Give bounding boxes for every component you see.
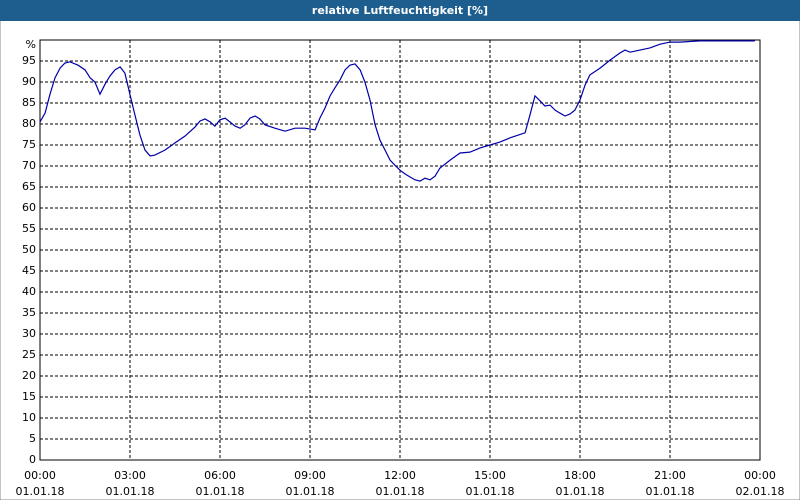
y-tick-label: 70 bbox=[22, 159, 36, 172]
x-tick-label: 00:00 bbox=[744, 469, 776, 482]
x-tick-label: 06:00 bbox=[204, 469, 236, 482]
x-tick-date: 01.01.18 bbox=[466, 485, 515, 498]
x-tick-label: 09:00 bbox=[294, 469, 326, 482]
y-tick-label: 20 bbox=[22, 369, 36, 382]
x-tick-label: 15:00 bbox=[474, 469, 506, 482]
y-tick-label: 65 bbox=[22, 180, 36, 193]
y-tick-label: 95 bbox=[22, 54, 36, 67]
x-tick-date: 01.01.18 bbox=[556, 485, 605, 498]
x-tick-label: 18:00 bbox=[564, 469, 596, 482]
data-line bbox=[39, 40, 755, 182]
x-tick-label: 00:00 bbox=[24, 469, 56, 482]
x-tick-date: 01.01.18 bbox=[106, 485, 155, 498]
y-tick-label: 40 bbox=[22, 285, 36, 298]
x-tick-date: 01.01.18 bbox=[16, 485, 65, 498]
y-tick-label: 55 bbox=[22, 222, 36, 235]
y-tick-label: 15 bbox=[22, 390, 36, 403]
chart-title: relative Luftfeuchtigkeit [%] bbox=[312, 4, 488, 17]
x-tick-date: 01.01.18 bbox=[286, 485, 335, 498]
y-tick-label: 10 bbox=[22, 411, 36, 424]
x-tick-date: 01.01.18 bbox=[646, 485, 695, 498]
x-tick-date: 02.01.18 bbox=[736, 485, 785, 498]
x-tick-date: 01.01.18 bbox=[376, 485, 425, 498]
y-tick-label: % bbox=[26, 38, 36, 51]
y-tick-label: 25 bbox=[22, 348, 36, 361]
y-tick-label: 60 bbox=[22, 201, 36, 214]
y-tick-label: 35 bbox=[22, 306, 36, 319]
y-tick-label: 50 bbox=[22, 243, 36, 256]
y-tick-label: 90 bbox=[22, 75, 36, 88]
y-tick-label: 85 bbox=[22, 96, 36, 109]
plot-border bbox=[39, 39, 761, 461]
y-tick-label: 80 bbox=[22, 117, 36, 130]
x-tick-label: 12:00 bbox=[384, 469, 416, 482]
x-tick-date: 01.01.18 bbox=[196, 485, 245, 498]
y-tick-label: 5 bbox=[29, 432, 36, 445]
grid bbox=[39, 39, 761, 461]
x-tick-label: 21:00 bbox=[654, 469, 686, 482]
y-tick-label: 45 bbox=[22, 264, 36, 277]
y-tick-label: 30 bbox=[22, 327, 36, 340]
y-tick-label: 75 bbox=[22, 138, 36, 151]
title-bar bbox=[0, 0, 800, 21]
x-tick-label: 03:00 bbox=[114, 469, 146, 482]
y-tick-label: 0 bbox=[29, 453, 36, 466]
